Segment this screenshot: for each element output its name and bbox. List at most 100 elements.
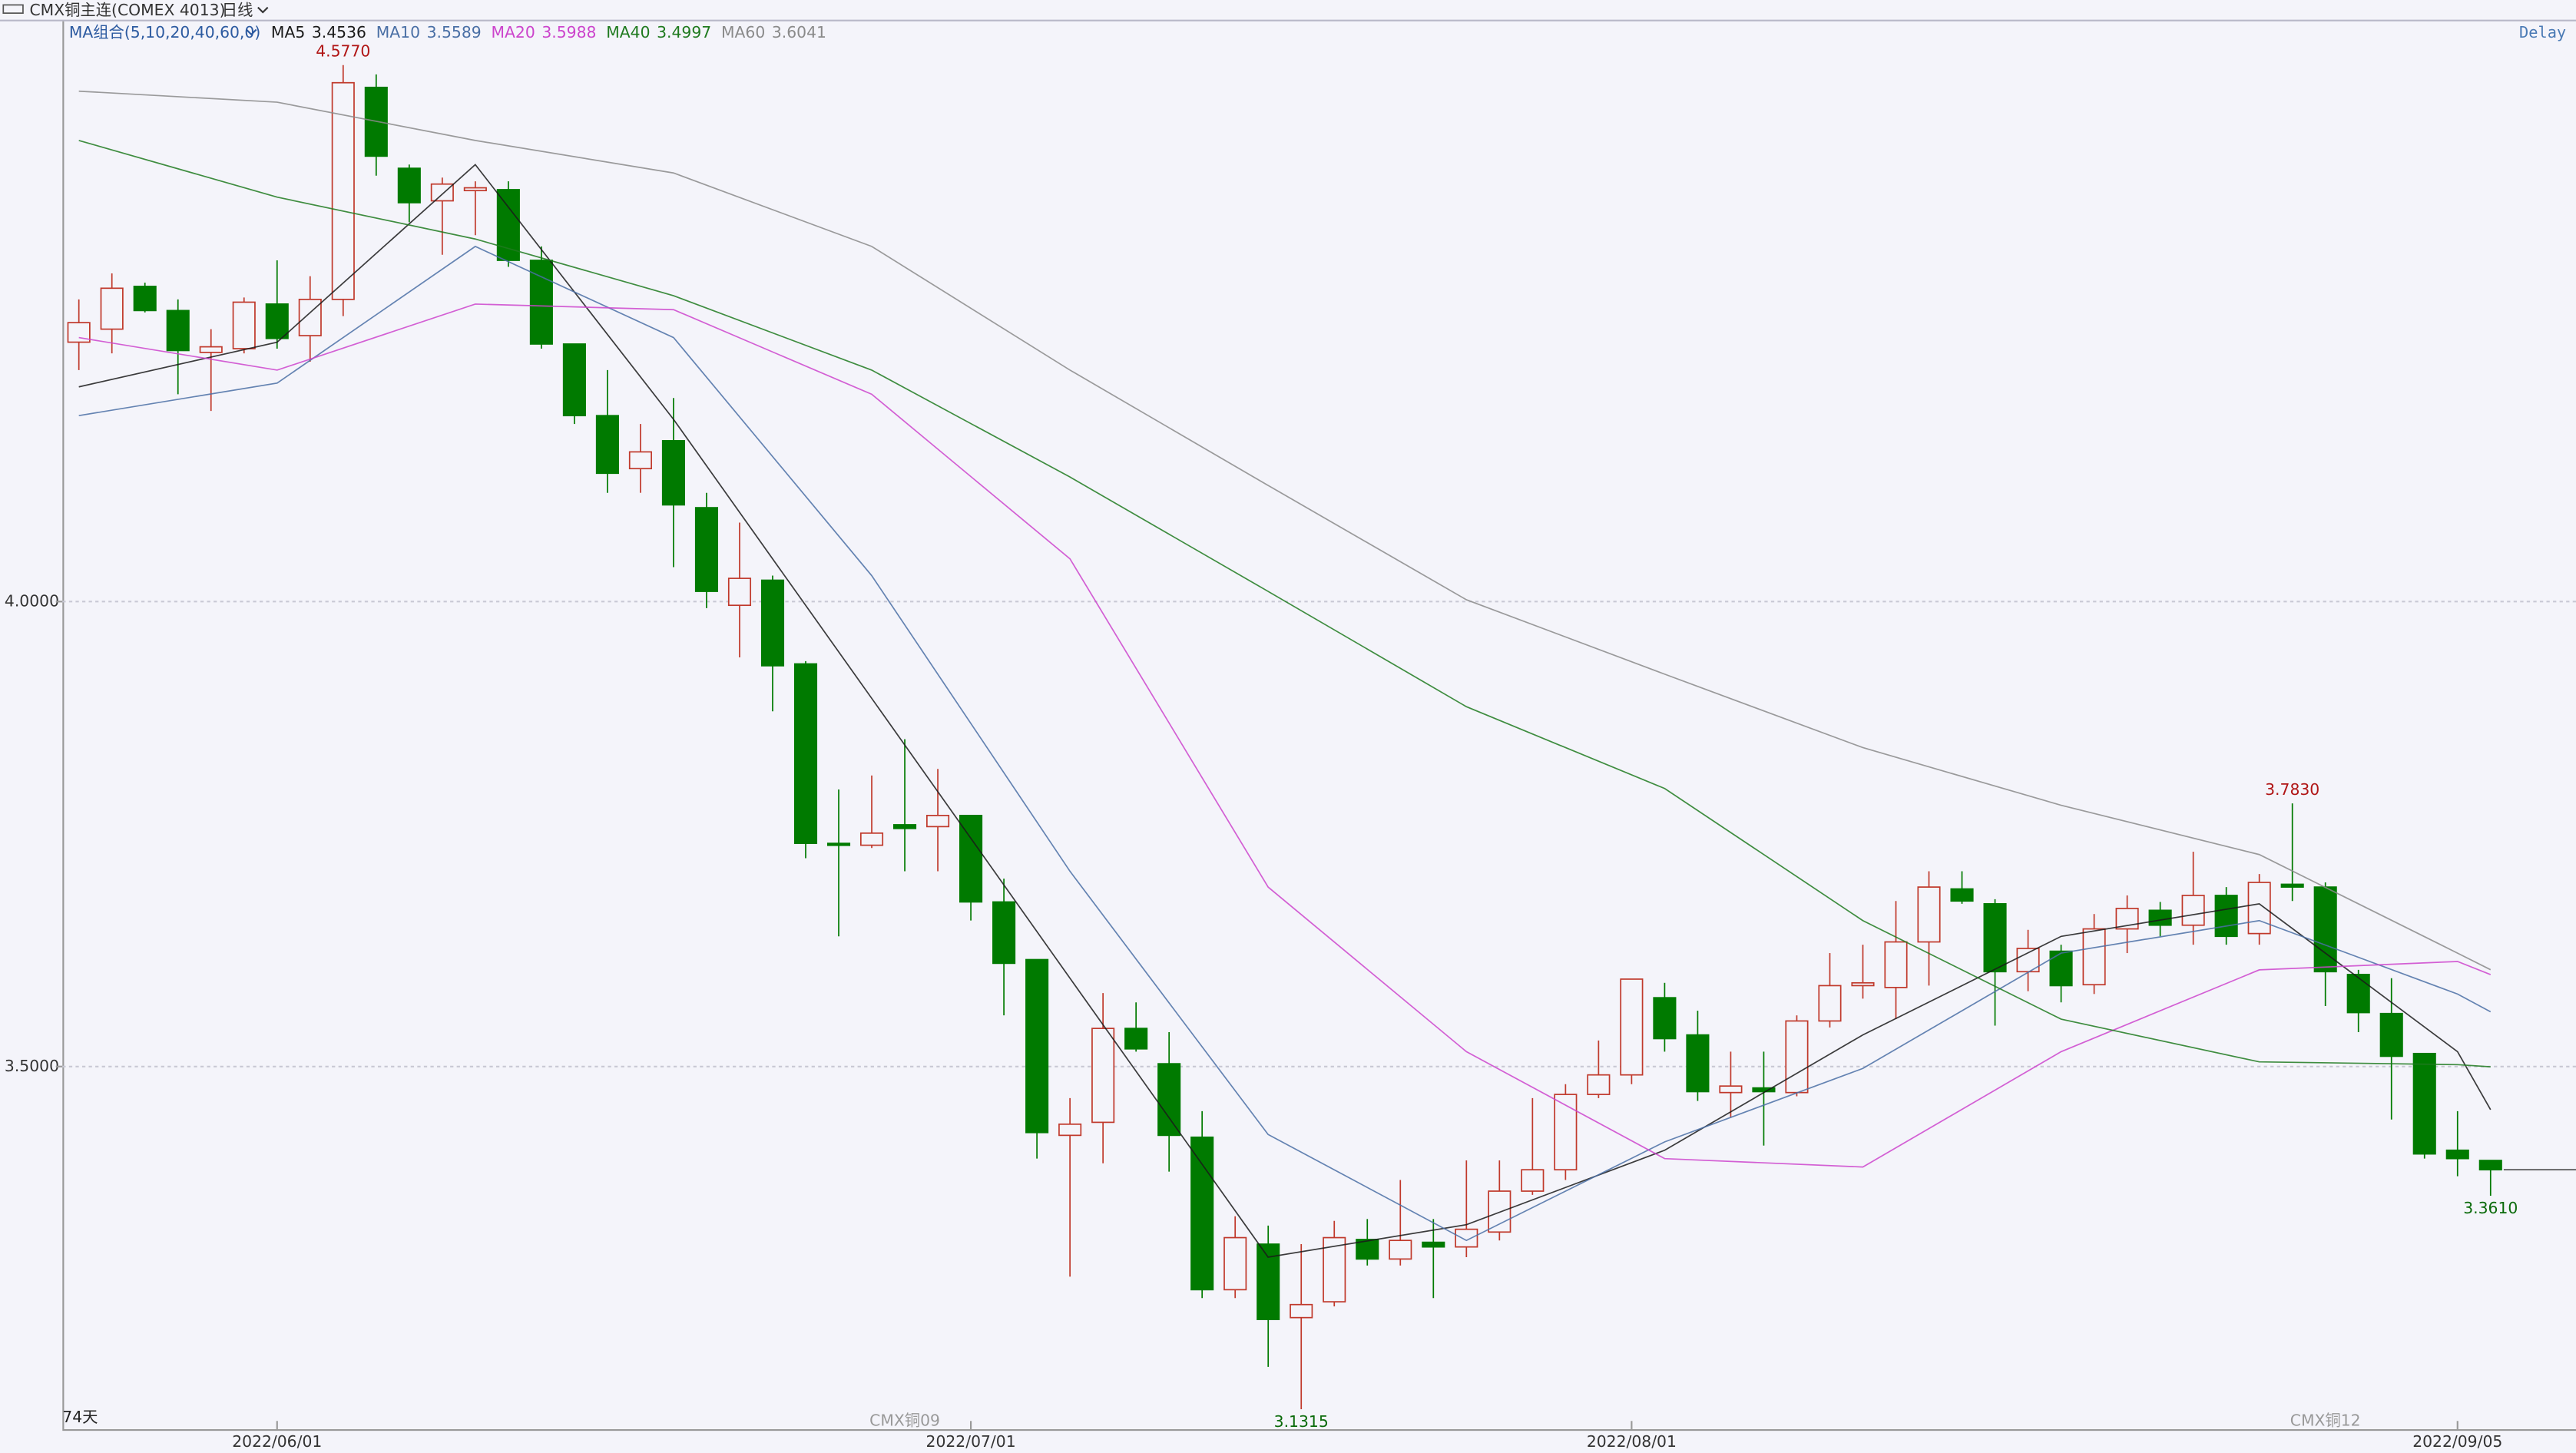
candle-body: [2478, 1160, 2502, 1171]
candle-body: [2412, 1052, 2436, 1155]
candle-body: [1587, 1074, 1611, 1095]
candle-body: [1124, 1028, 1148, 1050]
legend-value: 3.4997: [657, 23, 711, 41]
candle-body: [727, 578, 752, 607]
legend: MA5 3.4536 MA10 3.5589 MA20 3.5988 MA40 3.4997 M…: [271, 23, 826, 41]
candle-body: [826, 842, 851, 846]
candle-body: [595, 415, 619, 475]
legend-value: 3.6041: [772, 23, 826, 41]
legend-value: 3.5988: [541, 23, 596, 41]
candle-body: [1290, 1303, 1313, 1319]
period-selector[interactable]: 日线: [222, 1, 253, 19]
candle-body: [2214, 895, 2238, 938]
dropdown-arrow[interactable]: [257, 6, 269, 14]
ma-line: [78, 90, 2492, 971]
candle-body: [1851, 981, 1875, 987]
candle-body: [1554, 1094, 1578, 1171]
candle-body: [1521, 1169, 1545, 1192]
window-icon[interactable]: [2, 4, 24, 14]
candle-body: [2445, 1149, 2469, 1160]
extreme-label: 3.3610: [2463, 1199, 2518, 1217]
legend-name: MA20: [492, 23, 535, 41]
candle-body: [992, 901, 1016, 965]
y-tick-label: 4.0000: [5, 591, 59, 610]
x-tick-label: 2022/09/05: [2412, 1432, 2502, 1451]
candle-body: [1950, 888, 1974, 902]
candle-body: [331, 81, 355, 300]
candle-body: [1917, 886, 1941, 943]
candle-body: [926, 814, 950, 828]
candle-body: [1983, 903, 2007, 973]
contract-label: CMX铜12: [2290, 1411, 2361, 1429]
x-tick-label: 2022/08/01: [1587, 1432, 1677, 1451]
extreme-label: 3.1315: [1274, 1412, 1329, 1431]
candle-body: [1157, 1063, 1181, 1137]
candle-body: [1323, 1236, 1346, 1302]
candle-body: [1091, 1028, 1115, 1124]
candle-body: [100, 287, 124, 330]
candle-body: [1818, 985, 1842, 1022]
candle-body: [463, 187, 487, 192]
candle-body: [1455, 1228, 1478, 1248]
ma-line: [78, 303, 2492, 1168]
ma-group[interactable]: MA组合(5,10,20,40,60,0): [69, 23, 260, 41]
ma-line: [78, 164, 2492, 1258]
candle-body: [2049, 950, 2073, 987]
extreme-label: 3.7830: [2265, 780, 2319, 799]
legend-name: MA10: [376, 23, 420, 41]
candle-body: [859, 832, 884, 846]
candle-body: [430, 183, 454, 202]
y-tick-label: 3.5000: [5, 1057, 59, 1075]
candle-body: [694, 507, 719, 592]
candle-body: [2280, 883, 2304, 888]
candle-body: [496, 189, 520, 261]
candle-body: [1785, 1020, 1809, 1094]
candle-body: [2181, 895, 2205, 926]
candle-body: [562, 343, 586, 417]
x-tick-label: 2022/06/01: [232, 1432, 322, 1451]
candle-body: [628, 451, 652, 470]
candle-body: [1058, 1123, 1082, 1137]
candle-body: [133, 286, 157, 312]
candle-body: [1752, 1087, 1776, 1093]
candle-body: [2346, 974, 2370, 1014]
legend-name: MA40: [606, 23, 650, 41]
candle-body: [1686, 1034, 1710, 1093]
ma-line: [78, 245, 2492, 1242]
extreme-label: 4.5770: [316, 42, 370, 61]
legend-value: 3.5589: [427, 23, 482, 41]
candle-body: [1025, 958, 1049, 1134]
candle-body: [661, 440, 685, 506]
candle-body: [1422, 1241, 1445, 1248]
candle-body: [1653, 997, 1677, 1040]
candle-body: [2379, 1012, 2403, 1057]
candle-body: [892, 824, 917, 829]
candle-body: [1389, 1240, 1412, 1260]
status: Delay: [2519, 23, 2566, 41]
candle-body: [1719, 1085, 1743, 1094]
candle-body: [2082, 928, 2106, 986]
candle-body: [1620, 978, 1644, 1076]
legend-value: 3.4536: [312, 23, 366, 41]
candle-body: [166, 309, 190, 352]
dropdown-arrow[interactable]: [246, 28, 257, 36]
candle-body: [265, 303, 289, 339]
candle-body: [2148, 909, 2172, 926]
ma-line: [78, 140, 2491, 1067]
symbol-title: CMX铜主连(COMEX 4013): [30, 1, 226, 19]
candle-body: [959, 814, 983, 903]
candle-body: [1223, 1236, 1247, 1291]
candle-body: [2247, 882, 2271, 935]
candle-body: [760, 579, 785, 667]
candle-body: [199, 346, 223, 353]
legend-name: MA5: [271, 23, 305, 41]
legend-name: MA60: [721, 23, 765, 41]
candle-body: [529, 260, 553, 345]
candle-body: [397, 167, 421, 204]
candle-body: [1884, 941, 1908, 988]
candle-body: [1190, 1136, 1214, 1291]
contract-label: CMX铜09: [869, 1411, 940, 1429]
